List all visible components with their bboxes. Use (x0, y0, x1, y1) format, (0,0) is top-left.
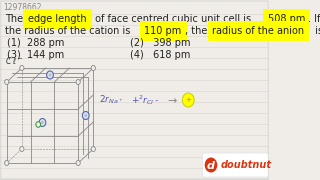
Text: edge length: edge length (28, 14, 87, 24)
Circle shape (91, 147, 95, 152)
Text: d: d (207, 161, 215, 171)
Circle shape (36, 122, 41, 127)
Text: 508 pm: 508 pm (268, 14, 305, 24)
Text: the radius of the cation is: the radius of the cation is (5, 26, 133, 36)
Text: $C\ \ell^-$: $C\ \ell^-$ (5, 55, 24, 66)
Circle shape (205, 158, 217, 172)
Text: (2)   398 pm: (2) 398 pm (130, 38, 191, 48)
Text: $2r_{Na^+}$: $2r_{Na^+}$ (99, 94, 124, 106)
Circle shape (39, 118, 46, 127)
Circle shape (84, 114, 87, 117)
Text: $+^2r_{Cl^-}$: $+^2r_{Cl^-}$ (131, 93, 159, 107)
Text: 110 pm: 110 pm (144, 26, 182, 36)
Circle shape (20, 147, 24, 152)
Circle shape (4, 80, 9, 84)
Circle shape (91, 66, 95, 71)
Circle shape (41, 121, 44, 124)
Circle shape (76, 161, 80, 165)
Text: (1)  288 pm: (1) 288 pm (7, 38, 64, 48)
Text: The: The (5, 14, 26, 24)
Text: 12978662: 12978662 (4, 3, 42, 12)
Circle shape (82, 111, 89, 120)
Text: . If: . If (308, 14, 320, 24)
Circle shape (20, 66, 24, 71)
Text: doubtnut: doubtnut (221, 160, 272, 170)
Text: is: is (312, 26, 320, 36)
Circle shape (4, 161, 9, 165)
Text: $\rightarrow$: $\rightarrow$ (165, 95, 178, 105)
Circle shape (182, 93, 194, 107)
Circle shape (47, 71, 53, 79)
Text: radius of the anion: radius of the anion (212, 26, 305, 36)
Text: (3)  144 pm: (3) 144 pm (7, 50, 64, 60)
Circle shape (76, 80, 80, 84)
Circle shape (49, 73, 51, 77)
Text: +: + (185, 97, 191, 103)
Text: (4)   618 pm: (4) 618 pm (130, 50, 191, 60)
Text: of face centred cubic unit cell is: of face centred cubic unit cell is (92, 14, 254, 24)
FancyBboxPatch shape (203, 153, 268, 177)
Text: , the: , the (185, 26, 210, 36)
